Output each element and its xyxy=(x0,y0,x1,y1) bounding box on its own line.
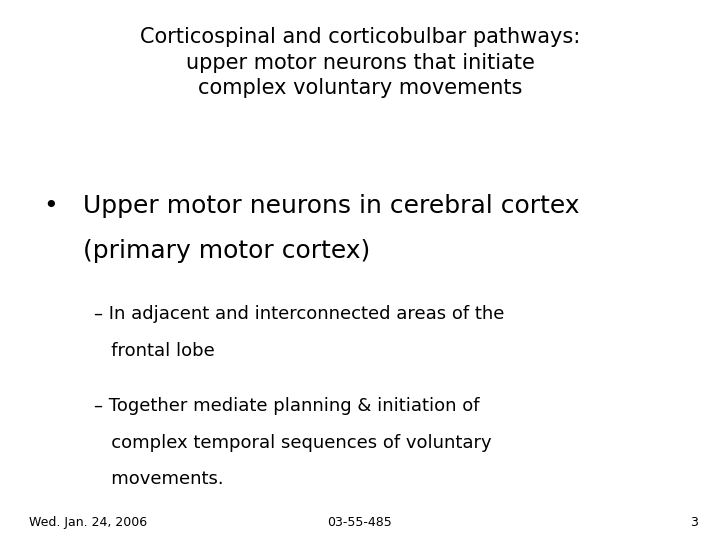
Text: Upper motor neurons in cerebral cortex: Upper motor neurons in cerebral cortex xyxy=(83,194,580,218)
Text: – In adjacent and interconnected areas of the: – In adjacent and interconnected areas o… xyxy=(94,305,504,323)
Text: frontal lobe: frontal lobe xyxy=(94,342,215,360)
Text: 3: 3 xyxy=(690,516,698,529)
Text: 03-55-485: 03-55-485 xyxy=(328,516,392,529)
Text: – Together mediate planning & initiation of: – Together mediate planning & initiation… xyxy=(94,397,479,415)
Text: (primary motor cortex): (primary motor cortex) xyxy=(83,239,370,263)
Text: complex temporal sequences of voluntary: complex temporal sequences of voluntary xyxy=(94,434,491,451)
Text: Wed. Jan. 24, 2006: Wed. Jan. 24, 2006 xyxy=(29,516,147,529)
Text: Corticospinal and corticobulbar pathways:
upper motor neurons that initiate
comp: Corticospinal and corticobulbar pathways… xyxy=(140,27,580,98)
Text: •: • xyxy=(43,194,58,218)
Text: movements.: movements. xyxy=(94,470,223,488)
